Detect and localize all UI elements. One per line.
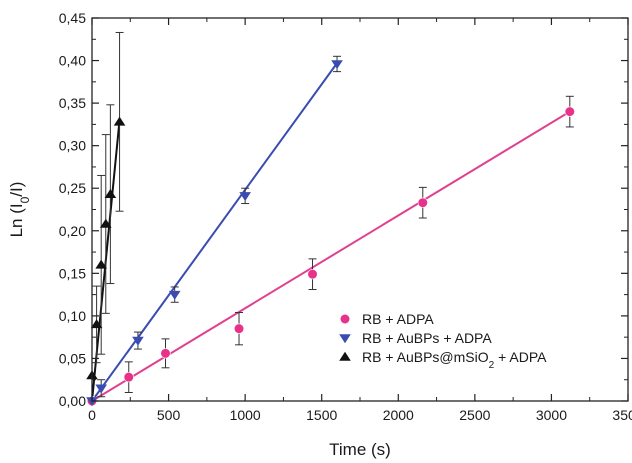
- x-tick-label: 2500: [459, 407, 490, 423]
- legend-label-subscript: 2: [489, 360, 495, 371]
- error-bars: [92, 31, 574, 398]
- data-point: [86, 397, 98, 407]
- data-point: [331, 60, 343, 70]
- legend-label-part: + ADPA: [494, 349, 547, 365]
- x-tick-label: 1000: [230, 407, 261, 423]
- y-axis-title-tail: /I): [7, 182, 26, 197]
- data-point: [95, 259, 107, 269]
- legend-marker: [339, 351, 351, 361]
- x-tick-label: 1500: [306, 407, 337, 423]
- data-points: [86, 60, 575, 407]
- data-point: [417, 197, 428, 208]
- legend-label-part: RB + AuBPs@mSiO: [362, 349, 489, 365]
- legend-label: RB + AuBPs + ADPA: [362, 330, 492, 346]
- data-point: [95, 384, 107, 394]
- x-tick-label: 3000: [536, 407, 567, 423]
- axis-ticks: [91, 17, 629, 402]
- data-point: [123, 372, 134, 383]
- data-point: [113, 116, 126, 126]
- y-tick-labels: 0,00 0,05 0,10 0,15 0,20 0,25 0,30 0,35 0,40 0,45: [59, 10, 86, 409]
- data-point: [168, 290, 181, 300]
- y-tick-label: 0,20: [59, 223, 86, 239]
- legend-marker: [339, 313, 351, 325]
- legend: RB + ADPA RB + AuBPs + ADPA RB + AuBPs@mSi…: [339, 311, 547, 371]
- data-point: [90, 319, 103, 329]
- data-point: [564, 106, 575, 117]
- x-tick-label: 0: [88, 407, 96, 423]
- data-point: [239, 192, 251, 202]
- data-point: [132, 336, 144, 346]
- fit-line: [91, 110, 571, 402]
- y-axis-title-subscript: 0: [18, 196, 32, 203]
- x-axis-title: Time (s): [329, 440, 391, 459]
- data-point: [104, 188, 117, 198]
- legend-label: RB + AuBPs@mSiO2 + ADPA: [362, 349, 547, 371]
- y-axis-title-main: Ln (I: [7, 203, 26, 237]
- y-tick-label: 0,10: [59, 308, 86, 324]
- data-point: [99, 218, 112, 228]
- data-point: [160, 348, 171, 359]
- y-tick-label: 0,40: [59, 53, 86, 69]
- y-tick-label: 0,45: [59, 10, 86, 26]
- legend-marker: [339, 334, 351, 344]
- y-tick-label: 0,30: [59, 138, 86, 154]
- legend-label: RB + ADPA: [362, 311, 434, 327]
- y-tick-label: 0,25: [59, 180, 86, 196]
- legend-label-part: RB + AuBPs + ADPA: [362, 330, 492, 346]
- data-point: [233, 323, 245, 334]
- y-axis-title: Ln (I0/I): [7, 182, 32, 238]
- plot-frame: [91, 17, 629, 402]
- y-tick-label: 0,05: [59, 350, 86, 366]
- y-tick-label: 0,00: [59, 393, 86, 409]
- y-tick-label: 0,35: [59, 95, 86, 111]
- legend-label-part: RB + ADPA: [362, 311, 434, 327]
- data-point: [307, 269, 318, 280]
- fit-line: [91, 62, 338, 402]
- x-tick-label: 2000: [383, 407, 414, 423]
- y-tick-label: 0,15: [59, 265, 86, 281]
- x-tick-label: 500: [157, 407, 181, 423]
